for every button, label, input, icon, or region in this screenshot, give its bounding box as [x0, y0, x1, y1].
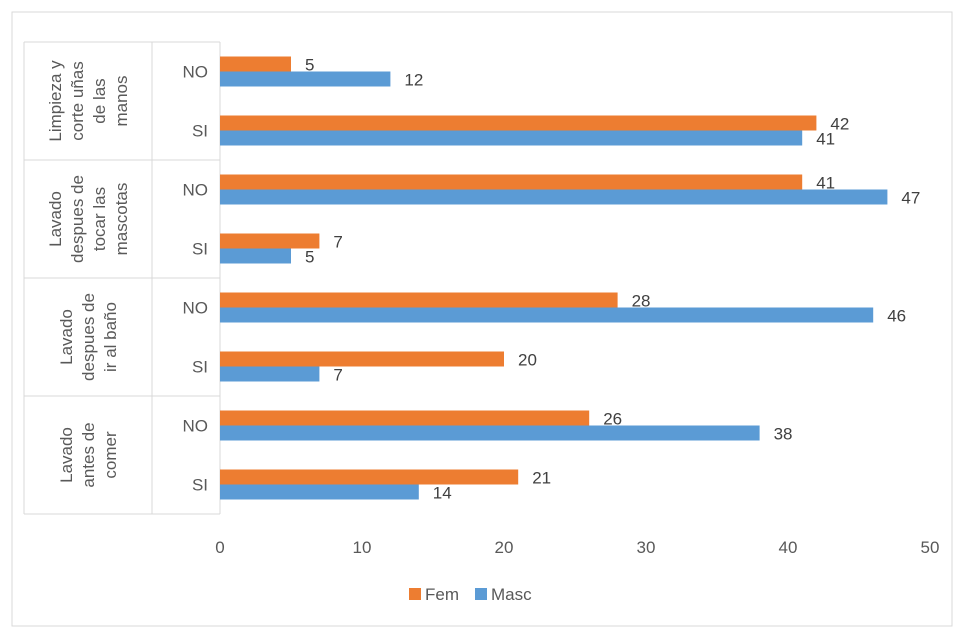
data-label-fem: 7 [333, 233, 342, 252]
data-label-fem: 26 [603, 410, 622, 429]
group-label-line: corte uñas [68, 61, 87, 140]
data-label-fem: 41 [816, 174, 835, 193]
group-label-line: despues de [79, 293, 98, 381]
legend-label: Fem [425, 585, 459, 604]
category-label: SI [192, 476, 208, 495]
bar-fem [220, 351, 504, 367]
bar-masc [220, 248, 291, 264]
legend: Fem Masc [409, 585, 532, 604]
bar-masc [220, 366, 320, 382]
bar-masc [220, 307, 874, 323]
bar-masc [220, 425, 760, 441]
group-label: Lavado despues de tocar las mascotas [46, 175, 131, 263]
bar-fem [220, 56, 291, 72]
group-label: Lavado antes de comer [57, 422, 120, 487]
group-label-line: mascotas [112, 183, 131, 256]
bar-masc [220, 71, 391, 87]
x-tick-label: 0 [215, 538, 224, 557]
category-label: SI [192, 358, 208, 377]
legend-label: Masc [491, 585, 532, 604]
group-label-line: Limpieza y [46, 60, 65, 142]
bar-fem [220, 469, 519, 485]
data-label-masc: 12 [404, 71, 423, 90]
group-label-line: de las [90, 78, 109, 123]
labels-layer: Limpieza y corte uñas de las manos NO SI Lavad… [46, 56, 920, 503]
legend-item: Fem [409, 585, 459, 604]
group-label-line: comer [101, 431, 120, 479]
x-tick-label: 20 [495, 538, 514, 557]
group-label-line: tocar las [90, 187, 109, 251]
data-label-masc: 7 [333, 366, 342, 385]
category-label: NO [183, 417, 209, 436]
group-label-line: Lavado [57, 309, 76, 365]
data-label-fem: 20 [518, 351, 537, 370]
group-label: Limpieza y corte uñas de las manos [46, 60, 131, 142]
data-label-masc: 14 [433, 484, 452, 503]
group-label-line: ir al baño [101, 302, 120, 372]
legend-item: Masc [475, 585, 532, 604]
group-label-line: Lavado [46, 191, 65, 247]
x-tick-label: 30 [637, 538, 656, 557]
legend-swatch [409, 588, 421, 600]
bar-fem [220, 292, 618, 308]
category-label: SI [192, 240, 208, 259]
group-label-line: Lavado [57, 427, 76, 483]
bar-masc [220, 189, 888, 205]
category-label: SI [192, 122, 208, 141]
x-tick-label: 40 [779, 538, 798, 557]
x-tick-label: 50 [921, 538, 940, 557]
bar-fem [220, 233, 320, 249]
group-label-line: despues de [68, 175, 87, 263]
category-label: NO [183, 181, 209, 200]
group-label: Lavado despues de ir al baño [57, 293, 120, 381]
group-label-line: manos [112, 75, 131, 126]
data-label-fem: 28 [632, 292, 651, 311]
data-label-masc: 5 [305, 248, 314, 267]
bar-fem [220, 174, 803, 190]
category-label: NO [183, 63, 209, 82]
data-label-fem: 5 [305, 56, 314, 75]
x-tick-label: 10 [353, 538, 372, 557]
bar-fem [220, 410, 590, 426]
category-label: NO [183, 299, 209, 318]
group-label-line: antes de [79, 422, 98, 487]
data-label-masc: 47 [901, 189, 920, 208]
bar-masc [220, 130, 803, 146]
data-label-fem: 21 [532, 469, 551, 488]
data-label-masc: 46 [887, 307, 906, 326]
data-label-fem: 42 [830, 115, 849, 134]
bar-fem [220, 115, 817, 131]
bar-masc [220, 484, 419, 500]
data-label-masc: 41 [816, 130, 835, 149]
bars-layer [220, 56, 888, 500]
legend-swatch [475, 588, 487, 600]
data-label-masc: 38 [774, 425, 793, 444]
